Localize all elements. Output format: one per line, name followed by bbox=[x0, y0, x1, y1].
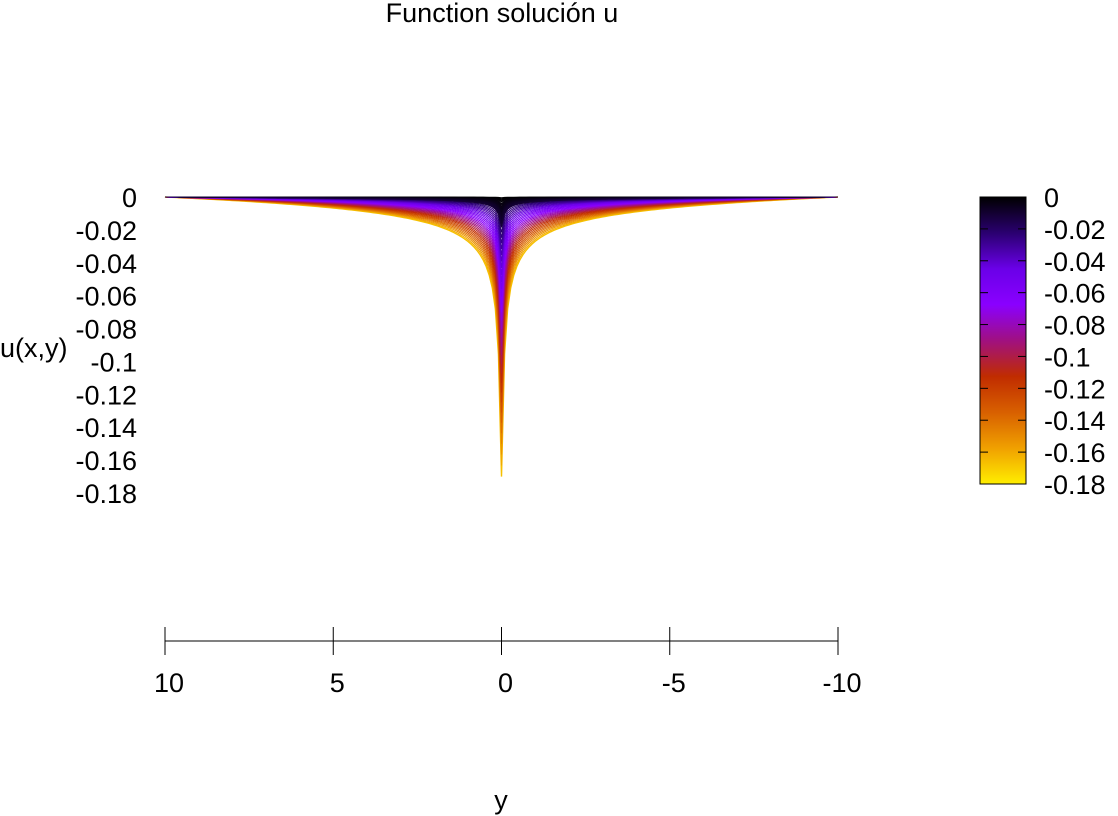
x-axis-ticks: 10 5 0 -5 -10 bbox=[154, 627, 862, 698]
z-tick-label: -0.06 bbox=[75, 282, 137, 312]
x-tick-label: -5 bbox=[662, 668, 686, 698]
z-tick-label: 0 bbox=[122, 183, 137, 213]
colorbar-tick-label: -0.08 bbox=[1044, 311, 1106, 341]
colorbar-ticks: 0-0.02-0.04-0.06-0.08-0.1-0.12-0.14-0.16… bbox=[980, 183, 1106, 500]
z-tick-label: -0.14 bbox=[75, 413, 137, 443]
surface-curve bbox=[164, 196, 839, 228]
x-axis-title: y bbox=[494, 785, 508, 815]
x-tick-label: 10 bbox=[154, 668, 184, 698]
colorbar-tick-label: -0.06 bbox=[1044, 279, 1106, 309]
colorbar-tick-label: -0.02 bbox=[1044, 215, 1106, 245]
z-axis-title: u(x,y) bbox=[0, 333, 68, 363]
x-tick-label: 0 bbox=[498, 668, 513, 698]
colorbar-tick-label: -0.16 bbox=[1044, 438, 1106, 468]
x-tick-label: -10 bbox=[822, 668, 861, 698]
z-tick-label: -0.12 bbox=[75, 380, 137, 410]
z-tick-label: -0.02 bbox=[75, 216, 137, 246]
colorbar-tick-label: -0.12 bbox=[1044, 374, 1106, 404]
axes: 10 5 0 -5 -10 0-0.02-0.04-0.06-0.08-0.1-0.12… bbox=[75, 183, 861, 698]
z-tick-label: -0.08 bbox=[75, 315, 137, 345]
colorbar-tick-label: -0.18 bbox=[1044, 470, 1106, 500]
colorbar: 0-0.02-0.04-0.06-0.08-0.1-0.12-0.14-0.16… bbox=[979, 183, 1106, 500]
z-tick-label: -0.16 bbox=[75, 446, 137, 476]
chart-title: Function solución u bbox=[386, 0, 619, 28]
colorbar-tick-label: -0.1 bbox=[1044, 342, 1091, 372]
colorbar-tick-label: -0.14 bbox=[1044, 406, 1106, 436]
z-axis-ticks: 0-0.02-0.04-0.06-0.08-0.1-0.12-0.14-0.16… bbox=[75, 183, 137, 509]
z-tick-label: -0.1 bbox=[90, 347, 137, 377]
colorbar-tick-label: -0.04 bbox=[1044, 247, 1106, 277]
colorbar-gradient bbox=[979, 196, 1027, 485]
z-tick-label: -0.18 bbox=[75, 479, 137, 509]
surface-curves bbox=[164, 196, 839, 477]
colorbar-tick-label: 0 bbox=[1044, 183, 1059, 213]
x-tick-label: 5 bbox=[330, 668, 345, 698]
z-tick-label: -0.04 bbox=[75, 249, 137, 279]
